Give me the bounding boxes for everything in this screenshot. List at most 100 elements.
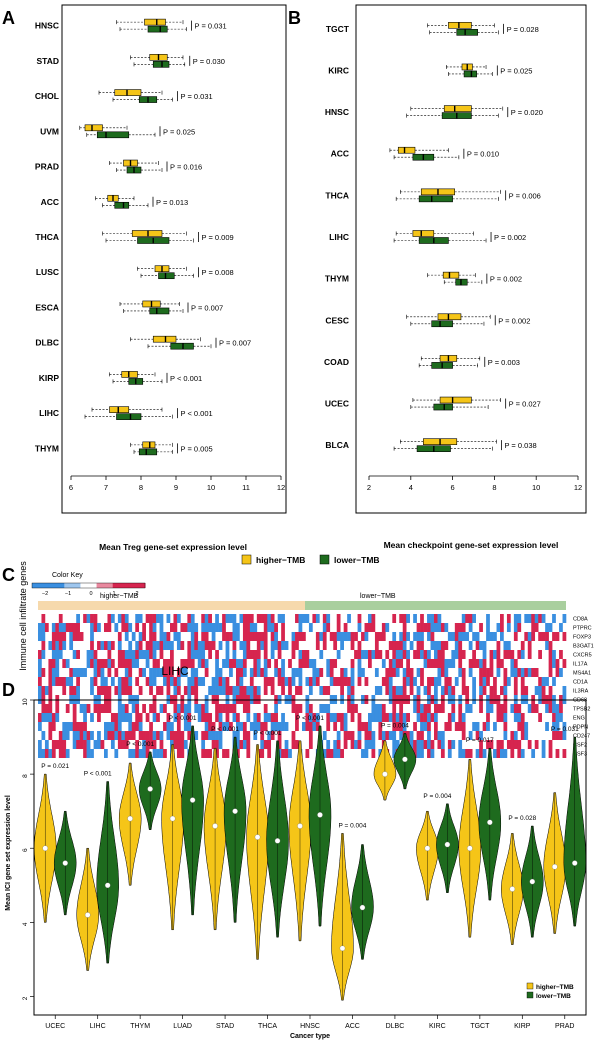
- heatmap-cell: [128, 641, 133, 650]
- box-lower-dlbc: [170, 342, 194, 350]
- heatmap-cell: [170, 722, 174, 731]
- heatmap-cell: [513, 740, 518, 749]
- heatmap-cell: [534, 668, 539, 677]
- box-lower-lusc: [158, 272, 175, 280]
- heatmap-cell: [395, 641, 400, 650]
- heatmap-cell: [388, 731, 393, 740]
- heatmap-cell: [322, 623, 327, 632]
- heatmap-cell: [308, 731, 313, 740]
- color-key-tick: −1: [65, 591, 71, 597]
- heatmap-cell: [350, 713, 355, 722]
- heatmap-cell: [79, 668, 84, 677]
- heatmap-cell: [145, 677, 150, 686]
- heatmap-cell: [291, 740, 296, 749]
- heatmap-cell: [298, 650, 303, 659]
- heatmap-cell: [496, 659, 501, 668]
- heatmap-cell: [427, 713, 431, 722]
- heatmap-cell: [520, 731, 525, 740]
- heatmap-cell: [454, 722, 459, 731]
- heatmap-cell: [215, 623, 219, 632]
- heatmap-cell: [413, 614, 417, 623]
- heatmap-cell: [402, 641, 407, 650]
- heatmap-cell: [107, 686, 112, 695]
- heatmap-cell: [468, 749, 473, 758]
- heatmap-cell: [413, 749, 417, 758]
- heatmap-cell: [128, 731, 133, 740]
- heatmap-cell: [218, 641, 223, 650]
- heatmap-cell: [215, 668, 219, 677]
- heatmap-cell: [350, 686, 355, 695]
- heatmap-cell: [110, 614, 115, 623]
- heatmap-cell: [145, 641, 150, 650]
- heatmap-cell: [270, 731, 275, 740]
- heatmap-cell: [72, 650, 77, 659]
- heatmap-cell: [458, 668, 463, 677]
- heatmap-cell: [402, 650, 407, 659]
- box-higher-hnsc: [443, 105, 472, 112]
- heatmap-cell: [385, 713, 390, 722]
- heatmap-cell: [534, 740, 539, 749]
- heatmap-cell: [131, 731, 136, 740]
- heatmap-cell: [434, 623, 438, 632]
- heatmap-cell: [41, 749, 46, 758]
- heatmap-cell: [392, 632, 397, 641]
- heatmap-cell: [62, 722, 67, 731]
- heatmap-cell: [562, 659, 567, 668]
- heatmap-cell: [326, 722, 331, 731]
- heatmap-cell: [149, 686, 153, 695]
- heatmap-cell: [319, 704, 324, 713]
- violin-pvalue-lihc: P < 0.001: [84, 771, 112, 778]
- heatmap-cell: [458, 749, 463, 758]
- heatmap-cell: [270, 632, 275, 641]
- heatmap-cell: [336, 677, 341, 686]
- heatmap-cell: [208, 731, 212, 740]
- heatmap-cell: [413, 632, 417, 641]
- pvalue-esca: P = 0.007: [191, 303, 223, 312]
- heatmap-cell: [416, 713, 421, 722]
- heatmap-cell: [423, 740, 428, 749]
- heatmap-cell: [472, 677, 476, 686]
- row-label-dlbc: DLBC: [35, 338, 59, 348]
- heatmap-cell: [420, 668, 424, 677]
- heatmap-cell: [475, 641, 480, 650]
- heatmap-cell: [135, 722, 140, 731]
- heatmap-cell: [281, 713, 285, 722]
- heatmap-cell: [107, 722, 112, 731]
- heatmap-cell: [249, 722, 254, 731]
- heatmap-cell: [232, 614, 237, 623]
- heatmap-cell: [444, 641, 449, 650]
- heatmap-cell: [62, 686, 67, 695]
- heatmap-cell: [55, 650, 60, 659]
- heatmap-cell: [194, 704, 199, 713]
- heatmap-cell: [204, 659, 209, 668]
- heatmap-cell: [225, 704, 230, 713]
- heatmap-cell: [451, 650, 456, 659]
- heatmap-cell: [541, 686, 546, 695]
- heatmap-cell: [434, 677, 438, 686]
- heatmap-cell: [548, 641, 553, 650]
- violin-median: [62, 860, 68, 866]
- pvalue-kirp: P < 0.001: [170, 374, 202, 383]
- heatmap-cell: [48, 704, 53, 713]
- heatmap-cell: [110, 731, 115, 740]
- heatmap-cell: [430, 614, 435, 623]
- heatmap-cell: [110, 713, 115, 722]
- y-tick-label: 6: [22, 848, 29, 852]
- panel-c-heatmap: −2 −1 0 1 2CD8APTPRCFOXP3B3GAT1CXCR5IL17AMS4…: [31, 582, 594, 758]
- heatmap-cell: [555, 704, 560, 713]
- heatmap-cell: [520, 641, 525, 650]
- heatmap-cell: [173, 704, 178, 713]
- heatmap-cell: [451, 686, 456, 695]
- heatmap-cell: [503, 731, 508, 740]
- heatmap-cell: [295, 686, 299, 695]
- heatmap-cell: [117, 686, 122, 695]
- heatmap-cell: [493, 722, 497, 731]
- heatmap-cell: [388, 677, 393, 686]
- heatmap-cell: [83, 668, 87, 677]
- heatmap-cell: [114, 722, 119, 731]
- heatmap-cell: [413, 740, 417, 749]
- heatmap-cell: [420, 650, 424, 659]
- heatmap-cell: [128, 749, 133, 758]
- heatmap-cell: [399, 659, 404, 668]
- heatmap-cell: [246, 623, 251, 632]
